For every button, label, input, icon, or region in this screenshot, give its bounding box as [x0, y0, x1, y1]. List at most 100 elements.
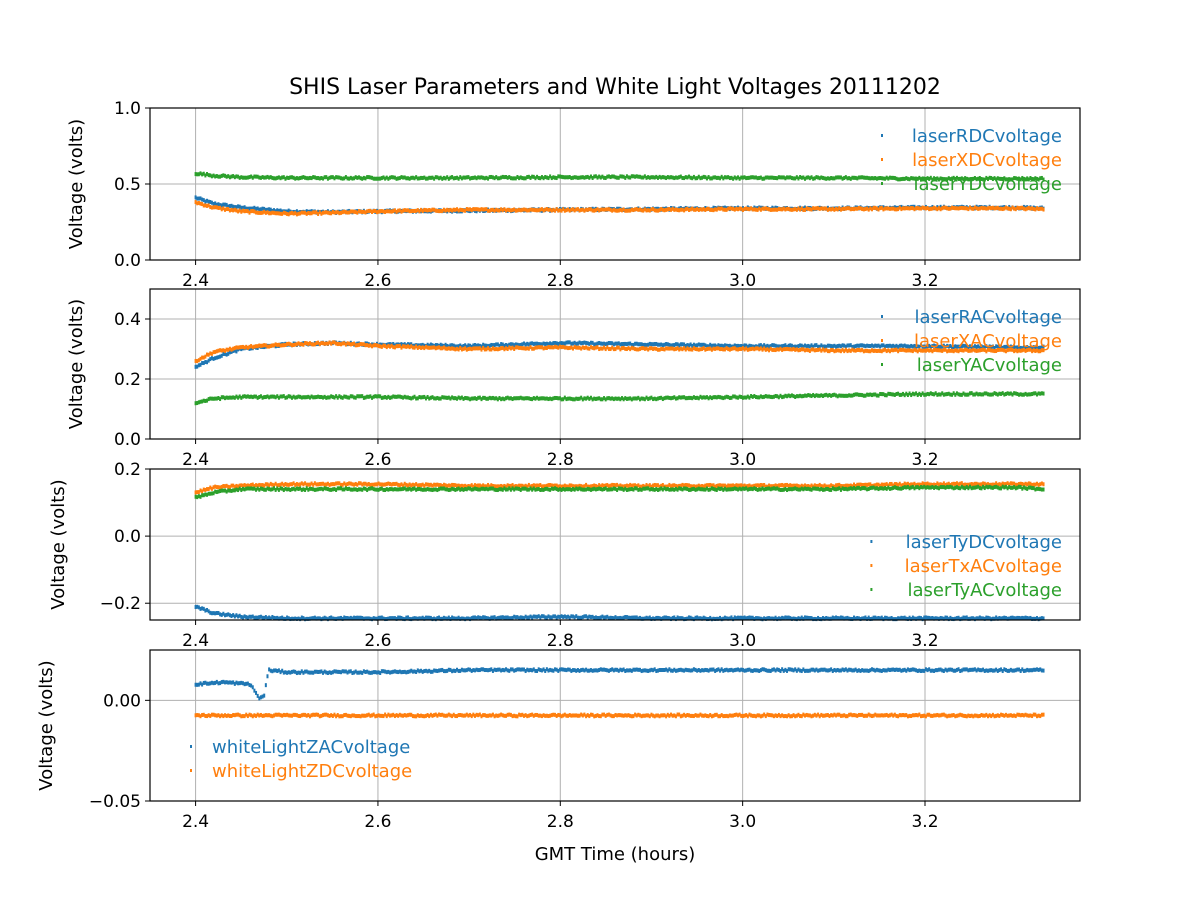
- data-point: [421, 342, 424, 347]
- data-point: [962, 206, 965, 211]
- x-tick-label: 3.2: [911, 631, 938, 651]
- data-point: [717, 616, 720, 621]
- data-point: [467, 616, 470, 621]
- data-point: [488, 667, 491, 672]
- data-point: [441, 486, 444, 491]
- data-point: [406, 395, 409, 400]
- data-point: [550, 208, 553, 213]
- data-point: [704, 483, 707, 488]
- data-point: [910, 206, 913, 211]
- data-point: [939, 204, 942, 209]
- data-point: [580, 484, 583, 489]
- series-laserYDCvoltage: [194, 171, 1045, 182]
- data-point: [691, 343, 694, 348]
- data-point: [491, 395, 494, 400]
- data-point: [1006, 616, 1009, 621]
- data-point: [596, 345, 599, 350]
- data-point: [310, 481, 313, 486]
- data-point: [821, 206, 824, 211]
- data-point: [385, 482, 388, 487]
- data-point: [619, 342, 622, 347]
- data-point: [921, 617, 924, 622]
- data-point: [197, 400, 200, 405]
- data-point: [843, 175, 846, 180]
- data-point: [681, 347, 684, 352]
- data-point: [354, 395, 357, 400]
- data-point: [1037, 391, 1040, 396]
- data-point: [547, 176, 550, 181]
- data-point: [617, 341, 620, 346]
- data-point: [820, 617, 823, 622]
- data-point: [975, 391, 978, 396]
- data-point: [933, 482, 936, 487]
- data-point: [326, 341, 329, 346]
- data-point: [204, 398, 207, 403]
- data-point: [606, 174, 609, 179]
- data-point: [905, 348, 908, 353]
- data-point: [990, 344, 993, 349]
- data-point: [220, 348, 223, 353]
- data-point: [317, 482, 320, 487]
- data-point: [946, 206, 949, 211]
- data-point: [449, 483, 452, 488]
- data-point: [717, 483, 720, 488]
- data-point: [300, 669, 303, 674]
- data-point: [268, 211, 271, 216]
- data-point: [831, 348, 834, 353]
- legend-label: laserXDCvoltage: [912, 150, 1062, 171]
- data-point: [828, 207, 831, 212]
- data-point: [723, 343, 726, 348]
- data-point: [737, 175, 740, 180]
- data-point: [212, 350, 215, 355]
- data-point: [397, 487, 400, 492]
- data-point: [748, 175, 751, 180]
- data-point: [524, 207, 527, 212]
- data-point: [882, 392, 885, 397]
- data-point: [745, 486, 748, 491]
- data-point: [805, 347, 808, 352]
- data-point: [688, 615, 690, 620]
- data-point: [470, 344, 473, 349]
- data-point: [1022, 482, 1025, 487]
- data-point: [637, 616, 640, 621]
- data-point: [848, 176, 851, 181]
- data-point: [575, 175, 578, 180]
- data-point: [844, 483, 847, 488]
- data-point: [728, 347, 731, 352]
- data-point: [913, 347, 916, 352]
- data-point: [228, 346, 231, 351]
- data-point: [732, 176, 735, 181]
- data-point: [219, 397, 222, 402]
- data-point: [465, 347, 468, 352]
- data-point: [338, 616, 341, 621]
- legend: laserTyDCvoltagelaserTxACvoltagelaserTyA…: [870, 532, 1062, 601]
- data-point: [792, 176, 795, 181]
- data-point: [678, 483, 681, 488]
- data-point: [750, 344, 753, 349]
- data-point: [941, 348, 944, 353]
- data-point: [815, 486, 818, 491]
- data-point: [817, 486, 820, 491]
- data-point: [812, 176, 815, 181]
- data-point: [826, 484, 829, 489]
- data-point: [536, 614, 539, 619]
- data-point: [910, 176, 913, 181]
- data-point: [839, 487, 842, 492]
- data-point: [439, 175, 442, 180]
- data-point: [910, 348, 913, 353]
- data-point: [781, 482, 784, 487]
- data-point: [614, 175, 617, 180]
- data-point: [923, 482, 926, 487]
- data-point: [973, 485, 976, 490]
- data-point: [964, 615, 967, 620]
- data-point: [224, 351, 226, 356]
- data-point: [341, 616, 344, 621]
- data-point: [869, 206, 872, 211]
- data-point: [490, 342, 493, 347]
- data-point: [426, 176, 429, 181]
- data-point: [287, 394, 290, 399]
- data-point: [1006, 348, 1009, 353]
- data-point: [838, 486, 841, 491]
- data-point: [727, 175, 730, 180]
